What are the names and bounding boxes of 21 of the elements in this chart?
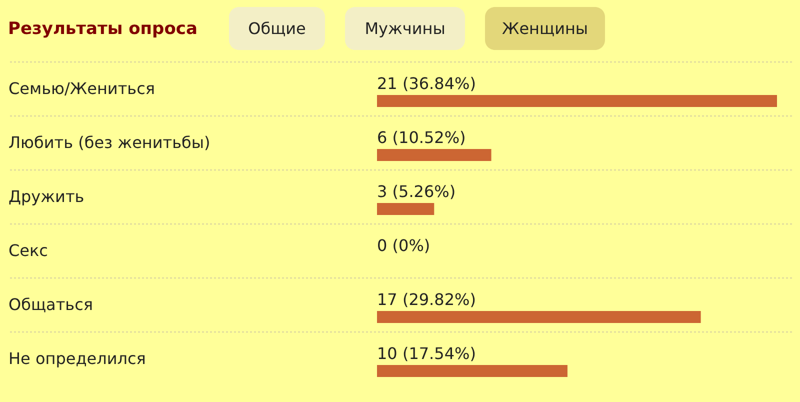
bar: [377, 95, 777, 107]
bar: [377, 149, 492, 161]
y-tick-label: Секс: [8, 241, 48, 260]
y-tick-label: Общаться: [8, 295, 94, 314]
bar: [377, 365, 568, 377]
y-tick-label: Не определился: [8, 349, 146, 368]
y-tick-label: Семью/Жениться: [8, 79, 155, 98]
data-label: 21 (36.84%): [377, 74, 476, 93]
data-label: 10 (17.54%): [377, 344, 476, 363]
text: Результаты опроса: [8, 19, 198, 39]
data-label: 6 (10.52%): [377, 128, 466, 147]
bar: [377, 311, 701, 323]
bar: [377, 203, 434, 215]
data-label: 17 (29.82%): [377, 290, 476, 309]
text: Общие: [248, 19, 306, 38]
data-label: 3 (5.26%): [377, 182, 456, 201]
y-tick-label: Любить (без женитьбы): [8, 133, 210, 152]
y-tick-label: Дружить: [8, 187, 84, 206]
text: Женщины: [502, 19, 588, 38]
text: Мужчины: [364, 19, 446, 38]
data-label: 0 (0%): [377, 236, 430, 255]
